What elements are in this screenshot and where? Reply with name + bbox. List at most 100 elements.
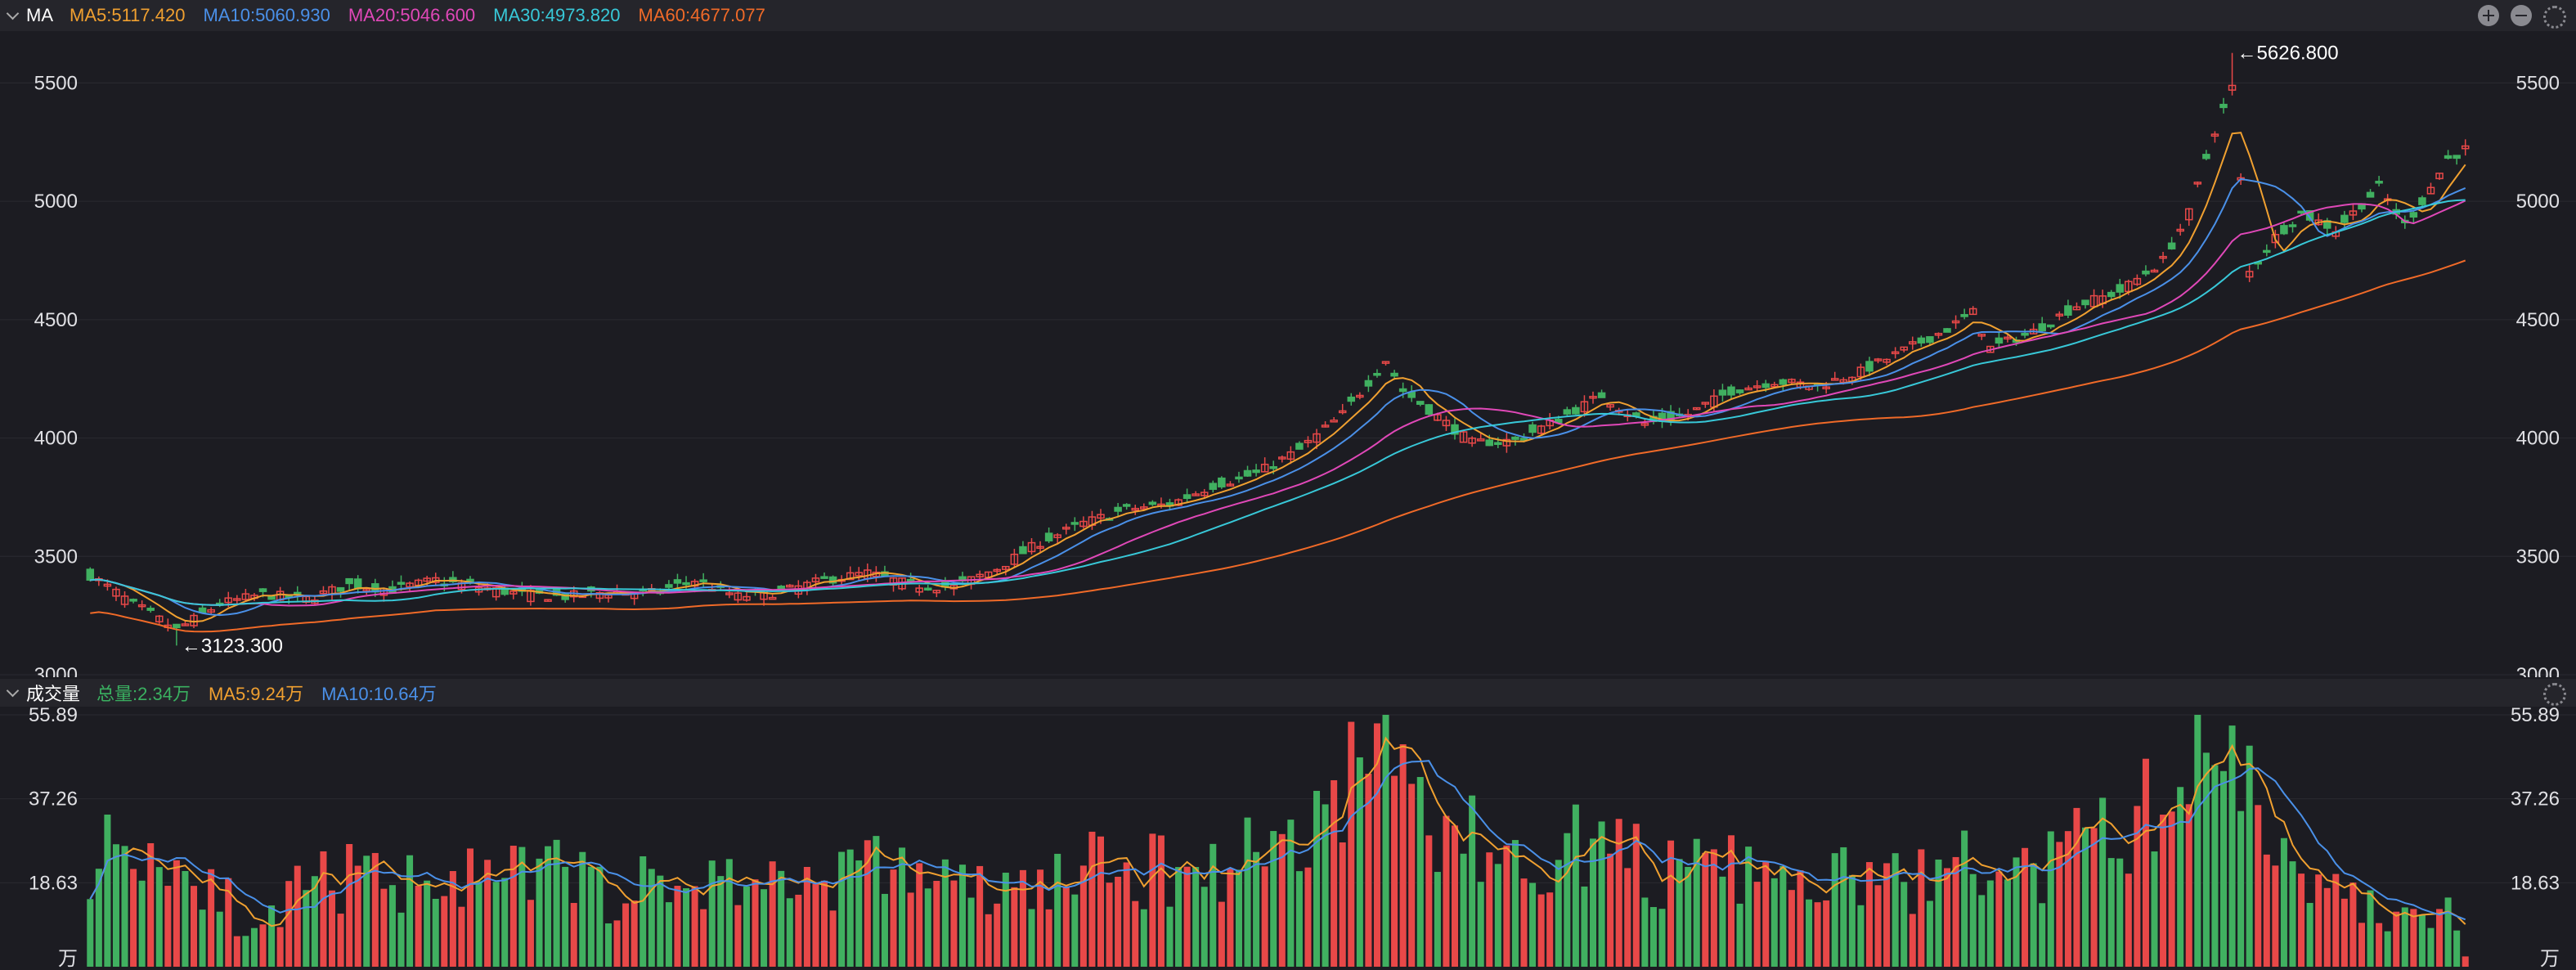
candle-body	[1640, 422, 1649, 426]
price-ytick-left: 5500	[34, 72, 78, 94]
candle-body	[1589, 395, 1597, 399]
volume-bar	[1995, 871, 2003, 967]
candle-body	[1770, 384, 1779, 388]
legend-vol-ma10: MA10:10.64万	[321, 684, 437, 704]
volume-bar	[941, 859, 949, 967]
candle-body	[828, 576, 837, 584]
header-tools	[2478, 5, 2566, 29]
candle-body	[1381, 361, 1390, 364]
volume-bar	[1339, 842, 1346, 967]
candle-body	[2435, 173, 2444, 180]
volume-bar	[2047, 831, 2054, 967]
volume-bar	[829, 910, 837, 967]
volume-bar	[164, 886, 172, 967]
volume-bar	[1391, 775, 1398, 967]
minus-icon[interactable]	[2511, 5, 2532, 26]
candle-body	[258, 588, 267, 592]
volume-bar	[1632, 824, 1640, 967]
volume-ma10-line	[89, 760, 2466, 921]
volume-bar	[674, 886, 681, 967]
volume-bar	[1460, 853, 1467, 967]
candle-body	[241, 593, 250, 600]
volume-bar	[415, 885, 422, 967]
candle-body	[1097, 514, 1105, 519]
candle-body	[1183, 494, 1192, 500]
volume-bar	[1615, 819, 1622, 967]
volume-chart[interactable]: 万 万 18.63 18.63 37.26 37.26 55.89 55.89	[0, 707, 2576, 970]
candle-body	[1977, 333, 1986, 337]
candle-body	[1752, 385, 1761, 388]
max-price-annotation: ←5626.800	[2237, 43, 2339, 65]
candle-body	[2116, 284, 2125, 293]
volume-bar	[1399, 744, 1407, 967]
volume-bar	[276, 927, 284, 967]
volume-bar	[2358, 923, 2365, 967]
candle-body	[1286, 451, 1295, 460]
volume-bar	[1865, 862, 1873, 967]
candle-body	[2219, 103, 2228, 109]
volume-indicator-name[interactable]: 成交量	[26, 684, 81, 704]
candle-body	[1079, 520, 1088, 528]
volume-bar	[2142, 758, 2149, 967]
candle-body	[2202, 154, 2210, 159]
candle-body	[1934, 332, 1943, 336]
volume-bar	[2323, 887, 2331, 967]
price-ytick-right: 3000	[2516, 664, 2560, 677]
volume-bar	[1304, 867, 1312, 967]
volume-bar	[1555, 860, 1562, 967]
volume-bar	[294, 865, 301, 967]
gear-icon[interactable]	[2543, 683, 2566, 706]
candle-body	[103, 583, 112, 587]
volume-bar	[1106, 882, 1113, 967]
volume-bar	[1753, 882, 1761, 967]
candle-body	[146, 608, 155, 611]
price-indicator-name[interactable]: MA	[26, 5, 53, 25]
price-chart[interactable]: 3000 3000 3500 3500 4000 4000 4500 4500 5000 5000…	[0, 31, 2576, 677]
volume-bar	[1140, 909, 1147, 967]
candle-body	[699, 579, 707, 582]
volume-bar	[1745, 847, 1752, 967]
volume-bar	[138, 880, 146, 967]
volume-bar	[492, 882, 500, 967]
candle-body	[932, 590, 941, 594]
volume-bar	[899, 847, 906, 967]
volume-bar	[1149, 833, 1156, 967]
volume-bar	[1598, 821, 1605, 967]
candle-body	[2159, 255, 2167, 259]
volume-bar	[1901, 882, 1908, 967]
chevron-down-icon[interactable]	[3, 6, 23, 25]
volume-bar	[1978, 895, 1986, 967]
volume-bar	[1183, 866, 1191, 967]
candle-body	[1554, 419, 1563, 424]
candle-body	[1528, 424, 1537, 433]
volume-bar	[1909, 914, 1916, 967]
candle-body	[1926, 336, 1934, 344]
volume-bar	[924, 888, 931, 967]
volume-bar	[1097, 836, 1105, 967]
candle-body	[1269, 465, 1277, 469]
legend-ma30: MA30:4973.820	[493, 5, 621, 25]
chevron-down-icon[interactable]	[3, 683, 23, 703]
volume-bar	[855, 860, 863, 967]
volume-bar	[1356, 757, 1363, 967]
candle-body	[1347, 396, 1356, 402]
volume-bar	[916, 863, 923, 967]
candle-body	[491, 586, 500, 598]
volume-bar	[2315, 874, 2322, 967]
candle-body	[2366, 191, 2375, 198]
candle-body	[1900, 346, 1908, 351]
volume-indicator-header: 成交量 总量:2.34万 MA5:9.24万 MA10:10.64万	[0, 679, 2576, 707]
volume-bar	[691, 886, 698, 967]
candle-body	[906, 578, 915, 582]
gear-icon[interactable]	[2543, 6, 2566, 29]
volume-bar	[1892, 853, 1899, 967]
volume-bar	[873, 836, 880, 967]
candle-body	[362, 588, 371, 591]
volume-bar	[1408, 784, 1416, 967]
candle-body	[1883, 358, 1891, 363]
volume-bar	[1806, 899, 1813, 967]
price-ytick-left: 3500	[34, 546, 78, 568]
candle-body	[1313, 433, 1321, 443]
plus-icon[interactable]	[2478, 5, 2499, 26]
volume-bar	[1961, 830, 1968, 967]
